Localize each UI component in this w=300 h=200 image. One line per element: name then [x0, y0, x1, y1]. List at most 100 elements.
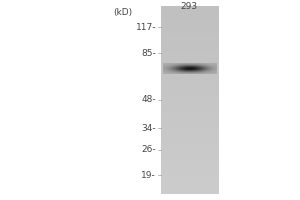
- Bar: [182, 63, 183, 64]
- Bar: [184, 63, 185, 64]
- Bar: [205, 64, 206, 65]
- Bar: [196, 64, 197, 65]
- Bar: [173, 64, 174, 65]
- Bar: [196, 68, 197, 69]
- Bar: [203, 65, 204, 66]
- Bar: [207, 73, 208, 74]
- Bar: [160, 134, 219, 138]
- Bar: [205, 67, 206, 68]
- Bar: [215, 68, 216, 69]
- Bar: [201, 72, 202, 73]
- Bar: [202, 63, 203, 64]
- Bar: [186, 64, 187, 65]
- Bar: [192, 73, 193, 74]
- Bar: [183, 67, 184, 68]
- Bar: [204, 65, 205, 66]
- Bar: [213, 68, 214, 69]
- Bar: [167, 70, 168, 71]
- Bar: [213, 69, 214, 70]
- Bar: [171, 73, 172, 74]
- Bar: [174, 68, 175, 69]
- Bar: [181, 73, 182, 74]
- Bar: [199, 73, 200, 74]
- Bar: [175, 69, 176, 70]
- Bar: [200, 67, 201, 68]
- Bar: [206, 67, 207, 68]
- Bar: [198, 65, 199, 66]
- Bar: [198, 73, 199, 74]
- Bar: [203, 63, 204, 64]
- Bar: [165, 68, 166, 69]
- Bar: [211, 68, 212, 69]
- Bar: [184, 68, 185, 69]
- Bar: [182, 63, 183, 64]
- Bar: [189, 64, 190, 65]
- Bar: [178, 73, 179, 74]
- Bar: [174, 70, 175, 71]
- Bar: [167, 66, 168, 67]
- Bar: [206, 70, 207, 71]
- Bar: [213, 73, 214, 74]
- Bar: [176, 64, 177, 65]
- Bar: [175, 72, 176, 73]
- Bar: [199, 70, 200, 71]
- Bar: [191, 67, 192, 68]
- Bar: [194, 64, 195, 65]
- Bar: [206, 72, 207, 73]
- Bar: [160, 137, 219, 141]
- Bar: [201, 73, 202, 74]
- Bar: [206, 68, 207, 69]
- Bar: [167, 71, 169, 72]
- Bar: [204, 72, 205, 73]
- Bar: [214, 66, 216, 67]
- Bar: [166, 63, 167, 64]
- Bar: [176, 69, 177, 70]
- Bar: [160, 47, 219, 50]
- Bar: [182, 65, 183, 66]
- Bar: [187, 69, 188, 70]
- Bar: [195, 65, 196, 66]
- Bar: [195, 73, 196, 74]
- Bar: [207, 67, 208, 68]
- Bar: [200, 73, 202, 74]
- Bar: [202, 66, 203, 67]
- Bar: [197, 63, 198, 64]
- Bar: [180, 71, 181, 72]
- Bar: [197, 69, 198, 70]
- Bar: [160, 172, 219, 175]
- Bar: [213, 73, 214, 74]
- Bar: [181, 70, 182, 71]
- Bar: [182, 72, 183, 73]
- Bar: [211, 65, 212, 66]
- Bar: [216, 69, 217, 70]
- Bar: [207, 67, 208, 68]
- Bar: [160, 25, 219, 28]
- Bar: [184, 65, 185, 66]
- Bar: [196, 64, 197, 65]
- Bar: [199, 66, 200, 67]
- Bar: [171, 69, 172, 70]
- Bar: [173, 67, 174, 68]
- Bar: [183, 72, 184, 73]
- Bar: [160, 59, 219, 62]
- Bar: [164, 68, 165, 69]
- Bar: [206, 65, 207, 66]
- Bar: [200, 66, 202, 67]
- Bar: [213, 64, 214, 65]
- Bar: [184, 73, 185, 74]
- Bar: [180, 68, 181, 69]
- Bar: [195, 72, 196, 73]
- Bar: [200, 65, 201, 66]
- Bar: [216, 70, 217, 71]
- Bar: [200, 69, 201, 70]
- Bar: [191, 71, 192, 72]
- Bar: [211, 63, 212, 64]
- Bar: [205, 66, 206, 67]
- Bar: [163, 73, 164, 74]
- Bar: [205, 67, 206, 68]
- Bar: [214, 64, 216, 65]
- Bar: [214, 70, 215, 71]
- Bar: [195, 71, 196, 72]
- Bar: [169, 71, 170, 72]
- Bar: [190, 69, 191, 70]
